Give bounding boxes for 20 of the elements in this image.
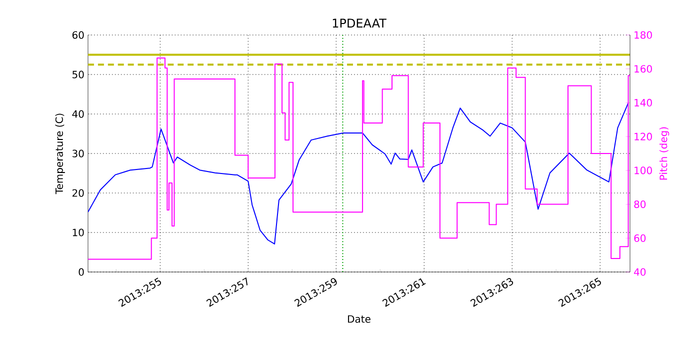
x-axis-title: Date (348, 315, 370, 323)
y2-tick-label: 60 (634, 234, 646, 242)
line-series (88, 102, 629, 244)
y2-tick-label: 120 (634, 132, 652, 140)
y-axis-title: Temperature (C) (55, 114, 65, 194)
y2-tick-label: 160 (634, 65, 652, 73)
y2-tick-label: 140 (634, 98, 652, 106)
y2-tick-label: 180 (634, 31, 652, 39)
y2-axis-title: Pitch (deg) (659, 127, 670, 180)
y-tick-label: 20 (72, 189, 84, 197)
y2-tick-label: 100 (634, 166, 652, 174)
chart-title: 1PDEAAT (332, 18, 386, 28)
y-tick-label: 60 (72, 31, 84, 39)
y2-tick-label: 40 (634, 268, 646, 276)
y-tick-label: 40 (72, 110, 84, 118)
y2-tick-label: 80 (634, 200, 646, 208)
y-tick-label: 30 (72, 150, 84, 158)
y-tick-label: 0 (78, 268, 84, 276)
y-tick-label: 10 (72, 228, 84, 236)
y-tick-label: 50 (72, 70, 84, 78)
